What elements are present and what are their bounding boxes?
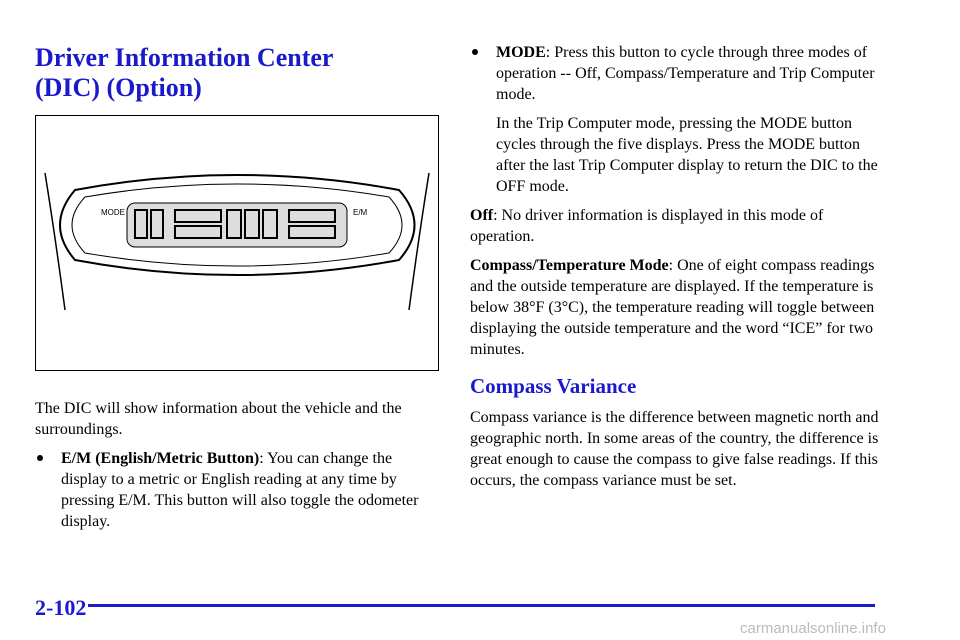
text: : You can change the display to a metric… (61, 450, 419, 530)
paragraph: The DIC will show information about the … (35, 400, 402, 438)
term: E/M (English/Metric Button) (61, 450, 260, 467)
title: Driver Information Center (DIC) (Option) (35, 43, 333, 103)
left-column: The DIC will show information about the … (35, 398, 440, 540)
paragraph: In the Trip Computer mode, pressing the … (496, 115, 878, 195)
right-column: MODE: Press this button to cycle through… (470, 42, 880, 499)
paragraph: Compass/Temperature Mode: One of eight c… (470, 255, 880, 360)
title-line: (DIC) (Option) (35, 73, 202, 102)
term: Compass/Temperature Mode (470, 257, 669, 274)
page-number: 2-102 (35, 595, 87, 620)
button-label: MODE (101, 208, 125, 217)
term: MODE (496, 44, 546, 61)
text: : No driver information is displayed in … (470, 207, 824, 245)
text: : Press this button to cycle through thr… (496, 44, 875, 103)
term: Off (470, 207, 494, 224)
bullet: MODE: Press this button to cycle through… (470, 42, 880, 105)
illustration: MODE E/M (35, 115, 439, 371)
section-title: Compass Variance (470, 374, 637, 398)
watermark: carmanualsonline.info (740, 620, 886, 637)
paragraph: Compass variance is the difference betwe… (470, 409, 879, 489)
button-label: E/M (353, 208, 368, 217)
paragraph: Off: No driver information is displayed … (470, 205, 880, 247)
rule (88, 604, 875, 607)
text: : One of eight compass readings and the … (470, 257, 875, 358)
bullet: E/M (English/Metric Button): You can cha… (35, 448, 440, 532)
title-line: Driver Information Center (35, 43, 334, 72)
